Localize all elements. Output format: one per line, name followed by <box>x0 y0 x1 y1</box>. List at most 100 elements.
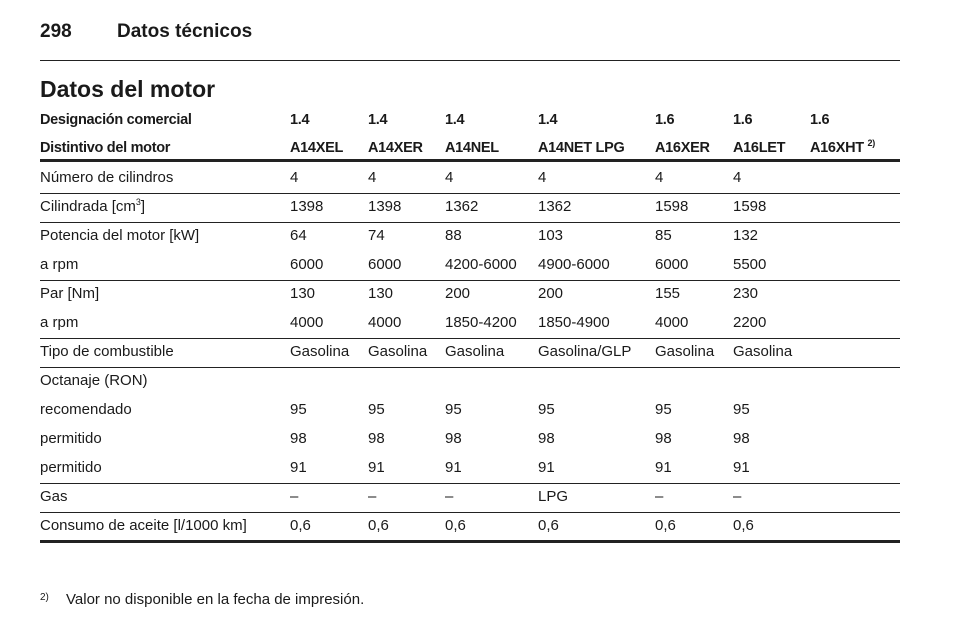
table-cell: a rpm <box>40 314 79 331</box>
table-cell: 0,6 <box>655 517 676 534</box>
row-rule <box>40 338 900 339</box>
table-cell: 1598 <box>655 198 689 215</box>
table-cell: 95 <box>290 401 307 418</box>
table-cell: Gasolina <box>445 343 505 360</box>
table-cell: recomendado <box>40 401 132 418</box>
table-cell: 4000 <box>290 314 324 331</box>
table-cell: Gasolina <box>733 343 793 360</box>
table-cell: Octanaje (RON) <box>40 372 148 389</box>
table-cell: Gas <box>40 488 68 505</box>
row-rule <box>40 159 900 162</box>
table-cell: 98 <box>538 430 555 447</box>
footnote-text: Valor no disponible en la fecha de impre… <box>66 591 365 608</box>
table-cell: permitido <box>40 430 102 447</box>
table-cell: 1.4 <box>538 112 558 128</box>
table-cell: 130 <box>290 285 316 302</box>
table-cell: 0,6 <box>538 517 559 534</box>
table-cell: 98 <box>733 430 750 447</box>
row-rule <box>40 512 900 513</box>
table-cell: 98 <box>290 430 307 447</box>
row-rule <box>40 483 900 484</box>
table-cell: 91 <box>368 459 385 476</box>
table-cell: 91 <box>290 459 307 476</box>
table-cell: 1362 <box>538 198 572 215</box>
table-cell: Gasolina/GLP <box>538 343 632 360</box>
table-cell: 98 <box>445 430 462 447</box>
table-cell: 1850-4200 <box>445 314 517 331</box>
table-cell: 4 <box>733 169 742 186</box>
title: Datos del motor <box>40 76 216 102</box>
table-cell: 95 <box>368 401 385 418</box>
page-number: 298 <box>40 21 72 42</box>
table-cell: permitido <box>40 459 102 476</box>
row-rule <box>40 280 900 281</box>
table-cell: – <box>290 488 299 505</box>
row-rule <box>40 540 900 543</box>
table-cell: 1.6 <box>810 112 830 128</box>
table-cell: A14XER <box>368 140 423 156</box>
table-cell: 132 <box>733 227 759 244</box>
table-cell: A16XER <box>655 140 710 156</box>
table-cell: 6000 <box>290 256 324 273</box>
table-cell: 1850-4900 <box>538 314 610 331</box>
table-cell: a rpm <box>40 256 79 273</box>
superscript: 2) <box>867 138 876 148</box>
table-cell: 1.6 <box>655 112 675 128</box>
table-cell: 1398 <box>290 198 324 215</box>
table-cell: 88 <box>445 227 462 244</box>
table-cell: Tipo de combustible <box>40 343 174 360</box>
table-cell: – <box>655 488 664 505</box>
table-cell: 91 <box>733 459 750 476</box>
table-cell: 6000 <box>655 256 689 273</box>
table-cell: Cilindrada [cm3] <box>40 197 145 217</box>
table-cell: Distintivo del motor <box>40 140 171 156</box>
table-cell: 2200 <box>733 314 767 331</box>
table-cell: Gasolina <box>655 343 715 360</box>
table-cell: 4000 <box>368 314 402 331</box>
table-cell: Gasolina <box>368 343 428 360</box>
table-cell: 4200-6000 <box>445 256 517 273</box>
cell-text: A16XHT <box>810 140 868 156</box>
cell-text: ] <box>140 198 146 215</box>
superscript: 3 <box>135 197 141 207</box>
table-cell: 1.6 <box>733 112 753 128</box>
table-cell: 95 <box>655 401 672 418</box>
section-title: Datos técnicos <box>117 21 253 42</box>
cell-text: Cilindrada [cm <box>40 198 136 215</box>
table-cell: 95 <box>733 401 750 418</box>
table-cell: 103 <box>538 227 564 244</box>
table-cell: 4900-6000 <box>538 256 610 273</box>
table-cell: – <box>368 488 377 505</box>
table-cell: 4 <box>655 169 664 186</box>
table-cell: – <box>445 488 454 505</box>
table-cell: 95 <box>445 401 462 418</box>
table-cell: A14NEL <box>445 140 499 156</box>
table-cell: Potencia del motor [kW] <box>40 227 200 244</box>
table-cell: 4 <box>538 169 547 186</box>
table-cell: Designación comercial <box>40 112 192 128</box>
table-cell: 6000 <box>368 256 402 273</box>
footnote-marker: 2) <box>40 592 49 603</box>
table-cell: 4000 <box>655 314 689 331</box>
table-cell: 5500 <box>733 256 767 273</box>
row-rule <box>40 222 900 223</box>
table-cell: 0,6 <box>445 517 466 534</box>
table-cell: 200 <box>538 285 564 302</box>
table-cell: 1.4 <box>445 112 465 128</box>
table-cell: 1362 <box>445 198 479 215</box>
table-cell: 200 <box>445 285 471 302</box>
table-cell: 4 <box>368 169 377 186</box>
table-cell: 91 <box>655 459 672 476</box>
table-cell: 74 <box>368 227 385 244</box>
table-cell: 130 <box>368 285 394 302</box>
table-cell: Par [Nm] <box>40 285 100 302</box>
table-cell: 98 <box>368 430 385 447</box>
table-cell: 1598 <box>733 198 767 215</box>
table-cell: 1.4 <box>290 112 310 128</box>
table-cell: 155 <box>655 285 681 302</box>
table-cell: Número de cilindros <box>40 169 174 186</box>
table-cell: A14XEL <box>290 140 343 156</box>
table-cell: 0,6 <box>290 517 311 534</box>
table-cell: Gasolina <box>290 343 350 360</box>
table-cell: A14NET LPG <box>538 140 625 156</box>
